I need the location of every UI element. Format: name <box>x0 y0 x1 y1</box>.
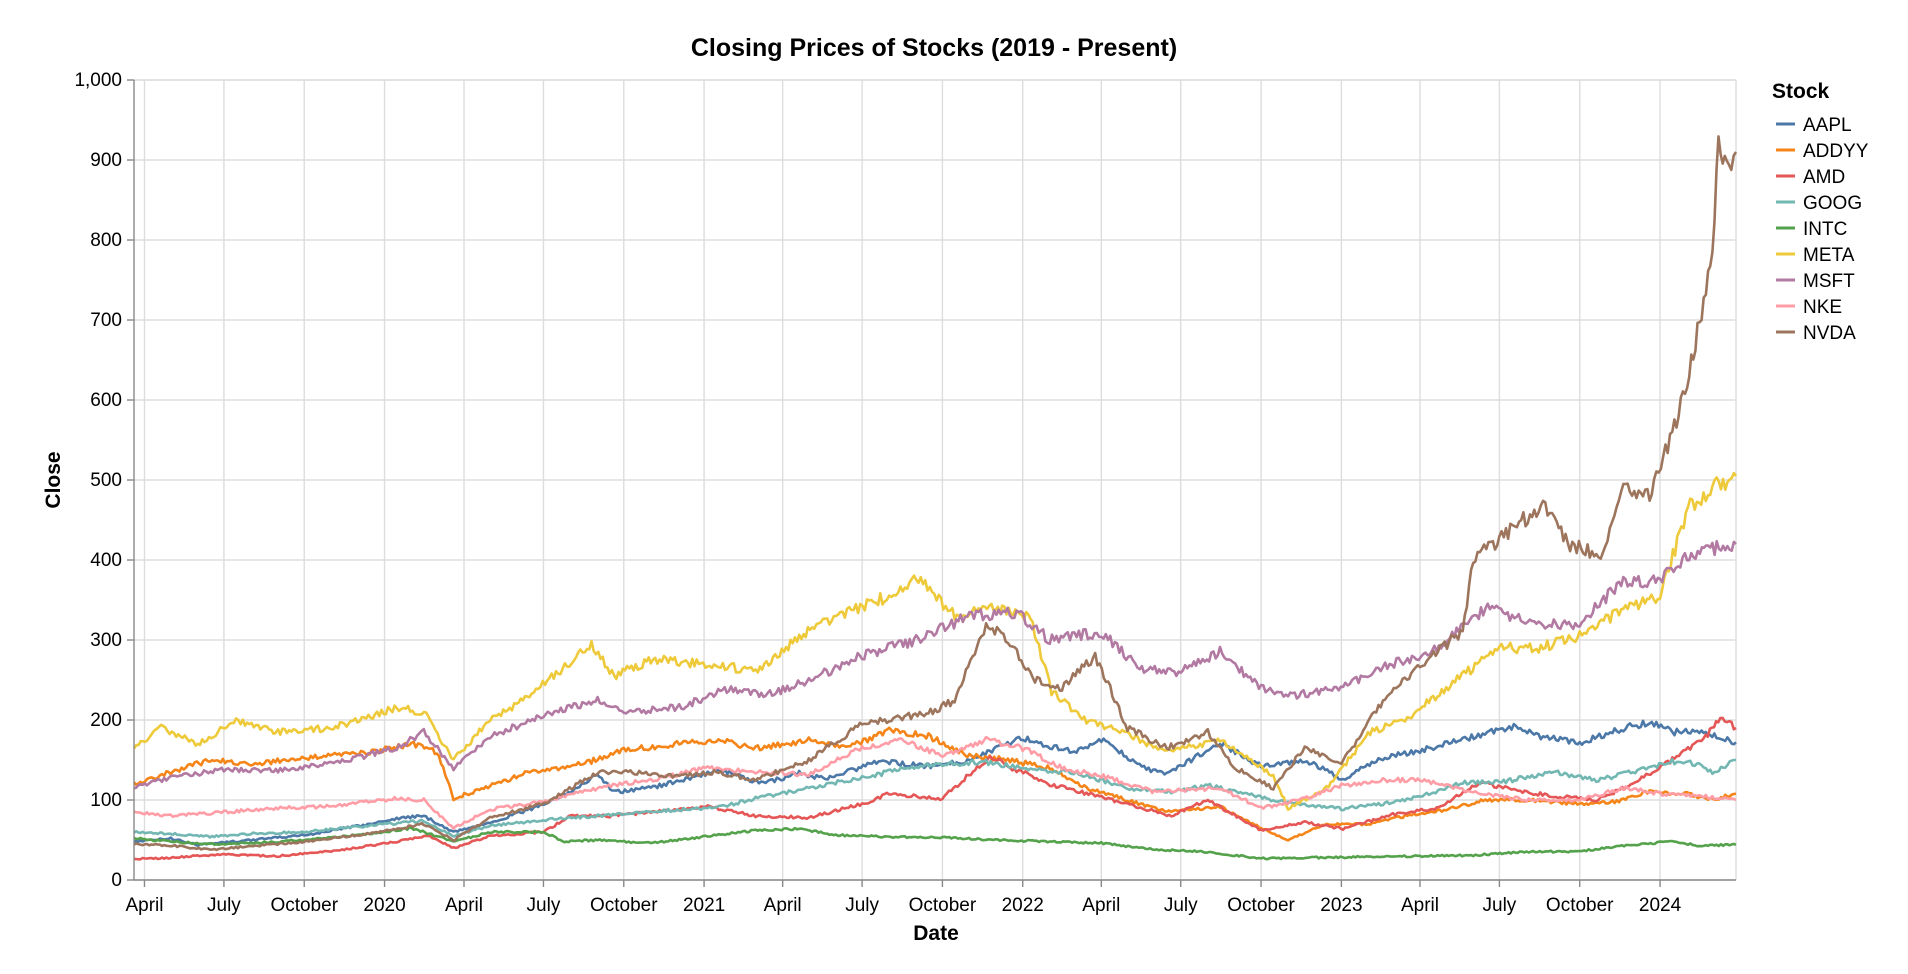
x-tick-label: April <box>1401 895 1439 916</box>
x-tick-label: 2021 <box>683 895 725 916</box>
x-tick-label: July <box>207 895 241 916</box>
series-lines <box>132 135 1738 861</box>
x-tick-label: 2020 <box>363 895 405 916</box>
series-line-goog <box>133 757 1736 839</box>
legend-label: GOOG <box>1803 193 1862 214</box>
series-line-nvda <box>133 135 1738 852</box>
series-line-amd <box>133 716 1737 861</box>
legend-label: AAPL <box>1803 115 1852 136</box>
y-tick-label: 0 <box>111 870 122 891</box>
y-axis-title: Close <box>42 451 65 508</box>
x-tick-label: April <box>764 895 802 916</box>
x-tick-label: October <box>270 895 338 916</box>
legend-label: NVDA <box>1803 323 1856 344</box>
legend-label: ADDYY <box>1803 141 1869 162</box>
y-tick-label: 300 <box>90 630 122 651</box>
y-tick-label: 200 <box>90 710 122 731</box>
legend-title: Stock <box>1772 80 1830 103</box>
y-tick-label: 600 <box>90 390 122 411</box>
x-tick-label: April <box>1082 895 1120 916</box>
legend: Stock AAPL ADDYY AMD GOOG INTC META MSFT NKE NVD… <box>1772 80 1869 344</box>
series-line-intc <box>133 826 1737 861</box>
x-tick-label: July <box>1483 895 1517 916</box>
x-axis-title: Date <box>913 922 959 945</box>
legend-label: MSFT <box>1803 271 1855 292</box>
series-line-meta <box>132 471 1738 811</box>
x-tick-label: 2024 <box>1639 895 1682 916</box>
chart-title: Closing Prices of Stocks (2019 - Present… <box>691 34 1177 62</box>
legend-label: AMD <box>1803 167 1845 188</box>
series-line-msft <box>133 539 1737 790</box>
x-tick-label: April <box>445 895 483 916</box>
x-tick-label: July <box>1164 895 1198 916</box>
x-tick-label: October <box>590 895 658 916</box>
gridlines <box>134 79 1737 881</box>
x-tick-label: October <box>1546 895 1614 916</box>
y-tick-label: 100 <box>90 790 122 811</box>
legend-label: META <box>1803 245 1855 266</box>
x-tick-label: July <box>527 895 561 916</box>
y-tick-label: 700 <box>90 310 122 331</box>
x-tick-label: April <box>125 895 163 916</box>
x-tick-label: 2023 <box>1320 895 1362 916</box>
y-tick-label: 500 <box>90 470 122 491</box>
axes: 0 100 200 300 400 500 600 700 800 900 1,000 April Ju… <box>74 70 1736 916</box>
x-tick-label: 2022 <box>1002 895 1044 916</box>
x-tick-label: October <box>1227 895 1295 916</box>
x-tick-label: July <box>845 895 879 916</box>
x-tick-label: October <box>909 895 977 916</box>
legend-label: INTC <box>1803 219 1847 240</box>
series-line-nke <box>133 735 1737 830</box>
y-tick-label: 900 <box>90 150 122 171</box>
y-tick-label: 400 <box>90 550 122 571</box>
legend-label: NKE <box>1803 297 1842 318</box>
y-tick-label: 1,000 <box>74 70 122 91</box>
y-tick-label: 800 <box>90 230 122 251</box>
